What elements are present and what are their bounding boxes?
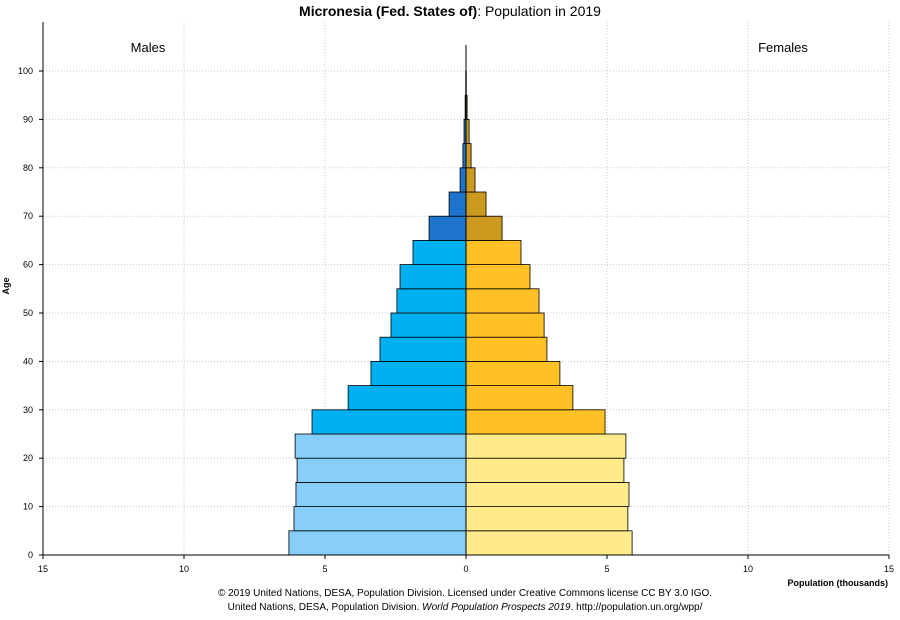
bar-female-75-79 [465,167,476,193]
bar-female-60-64 [465,239,522,265]
bar-female-35-39 [465,360,561,386]
x-tick-label: 10 [179,564,189,574]
bar-female-80-84 [465,143,472,169]
bar-male-15-19 [296,457,467,483]
bar-male-40-44 [379,336,467,362]
bar-male-50-54 [396,288,467,314]
y-tick-label: 30 [23,405,33,415]
bar-female-70-74 [465,191,487,217]
chart-title-country: Micronesia (Fed. States of) [299,3,478,19]
bar-male-70-74 [448,191,467,217]
y-tick-label: 50 [23,308,33,318]
x-tick-label: 15 [884,564,894,574]
citation-suffix: . http://population.un.org/wpp/ [570,602,703,613]
bar-male-10-14 [295,481,467,507]
bar-male-30-34 [347,385,467,411]
bar-male-65-69 [428,215,467,241]
y-tick-label: 100 [18,66,33,76]
x-axis-label: Population (thousands) [788,578,889,588]
bar-female-20-24 [465,433,627,459]
bar-female-0-4 [465,530,633,556]
bar-male-45-49 [390,312,467,338]
bar-female-40-44 [465,336,548,362]
citation-prefix: United Nations, DESA, Population Divisio… [227,602,423,613]
bar-male-55-59 [399,264,467,290]
bar-male-5-9 [293,506,467,532]
females-label: Females [758,40,808,55]
bar-female-50-54 [465,288,540,314]
x-tick-label: 5 [322,564,327,574]
y-tick-label: 80 [23,163,33,173]
bar-female-55-59 [465,264,531,290]
bar-female-30-34 [465,385,574,411]
bar-male-35-39 [370,360,467,386]
bar-female-15-19 [465,457,625,483]
chart-title: Micronesia (Fed. States of): Population … [0,3,900,19]
y-tick-label: 10 [23,502,33,512]
x-tick-label: 15 [38,564,48,574]
bar-female-5-9 [465,506,629,532]
x-tick-label: 0 [463,564,468,574]
bar-female-45-49 [465,312,545,338]
bar-male-75-79 [459,167,467,193]
y-tick-label: 0 [28,550,33,560]
y-axis-label: Age [1,277,11,294]
x-tick-label: 10 [743,564,753,574]
chart-title-rest: : Population in 2019 [477,3,601,19]
males-label: Males [131,40,166,55]
y-tick-label: 70 [23,211,33,221]
bar-male-25-29 [311,409,467,435]
bar-male-0-4 [288,530,467,556]
bar-female-10-14 [465,481,630,507]
x-tick-label: 5 [604,564,609,574]
bar-female-65-69 [465,215,503,241]
y-tick-label: 20 [23,453,33,463]
y-tick-label: 60 [23,260,33,270]
bar-female-25-29 [465,409,606,435]
citation-title: World Population Prospects 2019 [422,602,571,613]
y-tick-label: 40 [23,356,33,366]
citation-line: United Nations, DESA, Population Divisio… [0,602,900,613]
copyright-line: © 2019 United Nations, DESA, Population … [217,588,713,599]
y-tick-label: 90 [23,114,33,124]
bar-male-20-24 [294,433,467,459]
bar-male-60-64 [412,239,467,265]
